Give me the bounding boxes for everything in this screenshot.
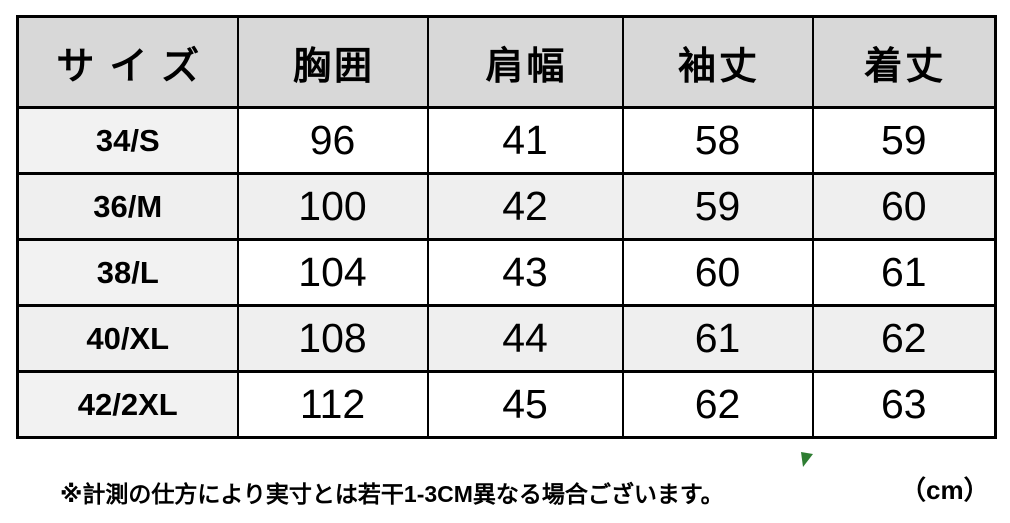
shoulder-value: 43	[426, 238, 624, 307]
column-header-length: 着丈	[811, 15, 997, 109]
column-header-shoulder: 肩幅	[426, 15, 624, 109]
chest-value: 112	[236, 370, 429, 439]
size-label: 38/L	[16, 238, 239, 307]
size-label: 34/S	[16, 106, 239, 175]
shoulder-value: 41	[426, 106, 624, 175]
sleeve-value: 60	[621, 238, 814, 307]
table-row-40xl: 40/XL 108 44 61 62	[16, 304, 997, 373]
size-label: 36/M	[16, 172, 239, 241]
length-value: 63	[811, 370, 997, 439]
header-row: サイズ 胸囲 肩幅 袖丈 着丈	[16, 15, 997, 109]
column-header-chest: 胸囲	[236, 15, 429, 109]
column-header-sleeve: 袖丈	[621, 15, 814, 109]
measurement-disclaimer-note: ※計測の仕方により実寸とは若干1-3CM異なる場合ございます。	[60, 481, 724, 507]
table-row-34s: 34/S 96 41 58 59	[16, 106, 997, 175]
sleeve-value: 59	[621, 172, 814, 241]
length-value: 60	[811, 172, 997, 241]
size-label: 42/2XL	[16, 370, 239, 439]
table-row-36m: 36/M 100 42 59 60	[16, 172, 997, 241]
sleeve-value: 62	[621, 370, 814, 439]
size-label: 40/XL	[16, 304, 239, 373]
shoulder-value: 45	[426, 370, 624, 439]
unit-label: （cm）	[900, 475, 990, 505]
shoulder-value: 44	[426, 304, 624, 373]
chest-value: 108	[236, 304, 429, 373]
green-triangle-marker-icon	[801, 452, 813, 467]
length-value: 59	[811, 106, 997, 175]
chest-value: 100	[236, 172, 429, 241]
chest-value: 96	[236, 106, 429, 175]
length-value: 62	[811, 304, 997, 373]
sleeve-value: 58	[621, 106, 814, 175]
length-value: 61	[811, 238, 997, 307]
table-row-38l: 38/L 104 43 60 61	[16, 238, 997, 307]
table-row-42-2xl: 42/2XL 112 45 62 63	[16, 370, 997, 439]
column-header-size: サイズ	[16, 15, 239, 109]
sleeve-value: 61	[621, 304, 814, 373]
chest-value: 104	[236, 238, 429, 307]
shoulder-value: 42	[426, 172, 624, 241]
size-table: サイズ 胸囲 肩幅 袖丈 着丈 34/S 96 41 58 59 36/M 10…	[16, 15, 997, 439]
